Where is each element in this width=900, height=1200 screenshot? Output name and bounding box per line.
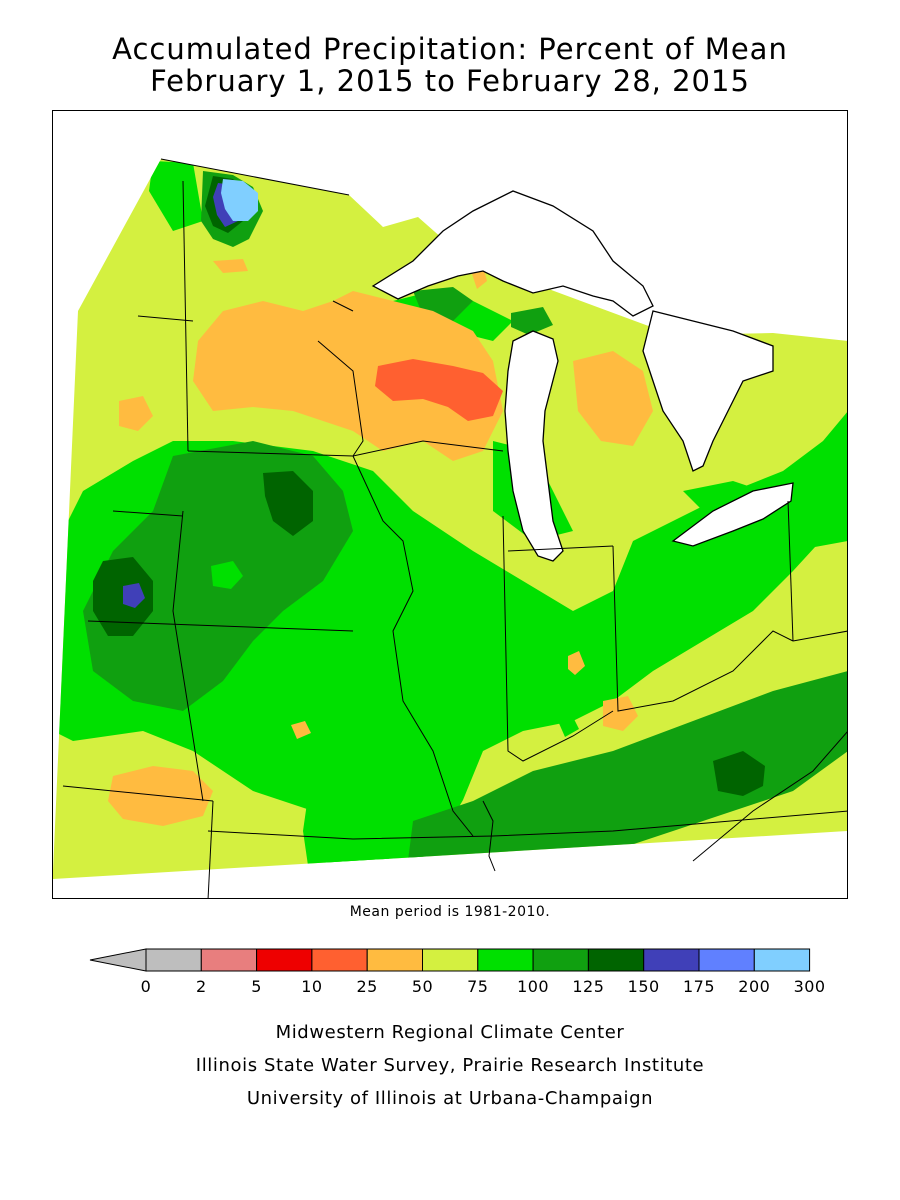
map-date-range: February 1, 2015 to February 28, 2015 (150, 64, 750, 98)
legend-tick-label: 25 (356, 977, 378, 996)
bin-200-300-area (221, 179, 258, 221)
legend-tick-label: 75 (467, 977, 489, 996)
legend-tick-label: 300 (793, 977, 826, 996)
river-island (482, 800, 496, 872)
boundary-line (207, 800, 214, 898)
legend-swatch-50-75 (422, 948, 479, 972)
map-title: Accumulated Precipitation: Percent of Me… (112, 32, 788, 66)
boundary-line (692, 731, 847, 862)
state-boundaries (62, 158, 847, 898)
mean-period-note: Mean period is 1981-2010. (349, 904, 551, 920)
bin-100-125-area (403, 671, 847, 879)
legend-tick-label: 175 (682, 977, 716, 996)
boundary-line (612, 545, 794, 712)
boundary-line (137, 315, 194, 322)
legend-swatch-75-100 (477, 948, 534, 972)
credit-isws: Illinois State Water Survey, Prairie Res… (195, 1055, 705, 1076)
bin-25-50-area (119, 396, 153, 431)
legend-tick-label: 5 (251, 977, 262, 996)
boundary-line (112, 510, 184, 517)
legend-tick-label: 2 (195, 977, 207, 996)
bin-125-150-area (263, 471, 313, 536)
legend-tick-label: 200 (738, 977, 771, 996)
lake-superior (371, 190, 654, 317)
bin-25-50-area (291, 721, 311, 739)
legend-swatch-200-300 (753, 948, 811, 972)
bin-25-50-area (213, 259, 248, 273)
lake-erie (671, 482, 794, 547)
legend-tick-label: 0 (140, 977, 152, 996)
mississippi-river-border (317, 340, 474, 837)
bin-125-150-area (713, 751, 765, 796)
legend-below-min-arrow (89, 948, 147, 972)
legend-tick-label: 125 (572, 977, 605, 996)
boundary-line (352, 440, 504, 457)
legend-tick-label: 150 (627, 977, 660, 996)
color-legend (89, 948, 811, 972)
bin-25-50-area (193, 291, 503, 461)
boundary-line (502, 515, 614, 762)
boundary-line (332, 300, 354, 312)
legend-swatch-25-50 (366, 948, 424, 972)
bin-75-100-area (211, 561, 243, 589)
bin-25-50-area (568, 651, 585, 675)
legend-tick-label: 50 (411, 977, 434, 996)
legend-swatch-100-125 (532, 948, 589, 972)
great-lakes (371, 190, 794, 562)
boundary-line (62, 785, 214, 802)
bin-10-25-area (375, 359, 503, 421)
credit-mrcc: Midwestern Regional Climate Center (275, 1022, 625, 1043)
boundary-line (182, 180, 189, 452)
credit-uiuc: University of Illinois at Urbana-Champai… (246, 1088, 654, 1109)
map-canvas (53, 158, 847, 898)
boundary-line (172, 510, 204, 802)
bin-75-100-area (149, 161, 203, 231)
legend-swatch-2-5 (200, 948, 258, 972)
bin-125-150-area (438, 859, 478, 879)
legend-swatch-175-200 (698, 948, 755, 972)
legend-tick-label: 10 (301, 977, 323, 996)
bin-25-50-area (603, 696, 638, 731)
lake-michigan (504, 330, 564, 562)
legend-swatch-10-25 (311, 948, 368, 972)
bin-150-175-area (123, 583, 145, 608)
canada-border (160, 158, 350, 196)
boundary-line (87, 620, 354, 632)
boundary-line (187, 450, 354, 457)
legend-swatch-0-2 (145, 948, 202, 972)
bin-25-50-area (573, 351, 653, 446)
boundary-line (507, 545, 614, 552)
boundary-line (207, 810, 847, 840)
legend-swatch-5-10 (256, 948, 313, 972)
legend-swatch-150-175 (643, 948, 700, 972)
boundary-line (792, 630, 847, 642)
bin-100-125-area (511, 307, 553, 335)
legend-swatch-125-150 (587, 948, 645, 972)
bin-75-100-area (558, 717, 579, 737)
precipitation-map (52, 110, 848, 899)
legend-tick-label: 100 (517, 977, 550, 996)
lake-huron (642, 310, 774, 472)
boundary-line (787, 500, 794, 642)
